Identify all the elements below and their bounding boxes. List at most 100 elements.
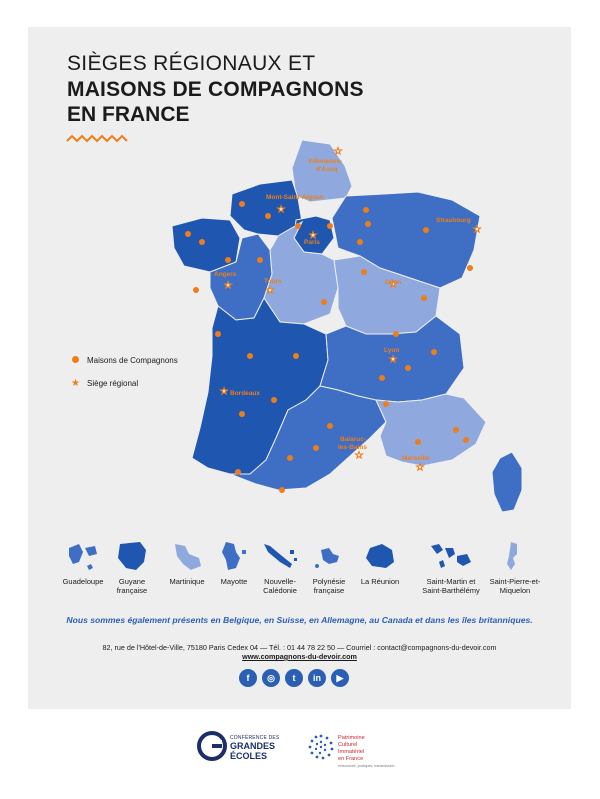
mayotte-shape xyxy=(222,542,246,570)
region-grand-est xyxy=(331,191,481,289)
cge-logo-text: CONFÉRENCE DES GRANDES ÉCOLES xyxy=(230,735,280,761)
maison-marker xyxy=(383,401,389,407)
city-label-balaruc-1: Balaruc- xyxy=(340,436,366,443)
maison-marker xyxy=(423,227,429,233)
siege-marker: ★ xyxy=(473,224,481,234)
saint-pierre-shape xyxy=(507,542,517,570)
siege-marker: ★ xyxy=(277,204,285,214)
city-label-tours: Tours xyxy=(264,278,282,285)
siege-marker: ★ xyxy=(224,280,232,290)
maison-marker xyxy=(321,299,327,305)
maison-marker xyxy=(361,269,367,275)
city-label-balaruc-2: les-Bains xyxy=(338,444,367,451)
maison-marker xyxy=(327,423,333,429)
maison-marker xyxy=(193,287,199,293)
international-presence-notice: Nous sommes également présents en Belgiq… xyxy=(66,615,533,625)
city-label-villeneuve-1: Villeneuve- xyxy=(308,158,342,165)
legend-label-sieges: Siège régional xyxy=(87,379,139,388)
linkedin-icon[interactable]: in xyxy=(308,669,326,687)
city-label-mont-saint-aignan: Mont-Saint-Aignan xyxy=(266,194,324,201)
siege-marker: ★ xyxy=(389,279,397,289)
maison-marker xyxy=(235,469,241,475)
region-normandie xyxy=(229,179,303,237)
contact-address: 82, rue de l'Hôtel-de-Ville, 75180 Paris… xyxy=(102,643,497,652)
maison-marker xyxy=(247,353,253,359)
territory-la-reunion: La Réunion xyxy=(345,540,415,586)
twitter-icon[interactable]: t xyxy=(285,669,303,687)
decorative-wave xyxy=(66,134,128,143)
maison-marker xyxy=(363,207,369,213)
pci-logo-icon xyxy=(308,734,334,760)
region-corse xyxy=(491,451,523,513)
region-occitanie xyxy=(229,385,387,491)
guyane-shape xyxy=(118,542,146,570)
maison-marker xyxy=(279,487,285,493)
website-link[interactable]: www.compagnons-du-devoir.com xyxy=(242,652,357,661)
maison-marker xyxy=(467,265,473,271)
city-label-bordeaux: Bordeaux xyxy=(230,390,260,397)
territory-saint-martin: Saint-Martin et Saint-Barthélémy xyxy=(409,540,493,595)
maison-marker xyxy=(431,349,437,355)
social-links: f ◎ t in ▶ xyxy=(239,669,349,687)
maison-marker xyxy=(405,365,411,371)
territory-martinique: Martinique xyxy=(152,540,222,586)
city-label-paris: Paris xyxy=(304,239,320,246)
title-line-1: SIÈGES RÉGIONAUX ET xyxy=(67,52,316,75)
city-label-strasbourg: Strasbourg xyxy=(436,217,471,224)
city-label-dijon: Dijon xyxy=(385,279,401,286)
facebook-icon[interactable]: f xyxy=(239,669,257,687)
saint-martin-shape xyxy=(431,544,471,568)
martinique-shape xyxy=(175,544,201,570)
siege-marker: ★ xyxy=(355,450,363,460)
nouvelle-caledonie-shape xyxy=(264,544,297,568)
siege-marker: ★ xyxy=(266,285,274,295)
siege-markers: ★ ★ ★ ★ ★ ★ ★ ★ ★ ★ ★ xyxy=(220,146,482,473)
dot-icon xyxy=(70,356,81,365)
legend-row-sieges: ★ Siège régional xyxy=(70,377,178,390)
territory-guyane: Guyane française xyxy=(97,540,167,595)
maison-marker xyxy=(215,331,221,337)
siege-marker: ★ xyxy=(416,462,424,472)
maisons-markers xyxy=(185,201,473,493)
territory-polynesie: Polynésie française xyxy=(294,540,364,595)
legend-row-maisons: Maisons de Compagnons xyxy=(70,354,178,367)
maison-marker xyxy=(453,427,459,433)
title-line-2: MAISONS DE COMPAGNONS xyxy=(67,78,364,101)
maison-marker xyxy=(379,375,385,381)
city-label-angers: Angers xyxy=(214,271,237,278)
maison-marker xyxy=(265,213,271,219)
city-label-marseille: Marseille xyxy=(402,455,430,462)
star-icon: ★ xyxy=(71,378,80,389)
maison-marker xyxy=(271,397,277,403)
maison-marker xyxy=(293,353,299,359)
city-label-villeneuve-2: d'Ascq xyxy=(316,166,337,173)
maison-marker xyxy=(463,437,469,443)
france-map: ★ ★ ★ ★ ★ ★ ★ ★ ★ ★ ★ Villeneuve- d'Ascq… xyxy=(171,139,523,513)
maison-marker xyxy=(199,239,205,245)
region-paca xyxy=(375,393,487,467)
maison-marker xyxy=(239,411,245,417)
siege-marker: ★ xyxy=(389,354,397,364)
maison-marker xyxy=(295,223,301,229)
instagram-icon[interactable]: ◎ xyxy=(262,669,280,687)
maison-marker xyxy=(313,445,319,451)
territory-nouvelle-caledonie: Nouvelle-Calédonie xyxy=(245,540,315,595)
maison-marker xyxy=(287,455,293,461)
maison-marker xyxy=(225,257,231,263)
maison-marker xyxy=(239,201,245,207)
territory-guadeloupe: Guadeloupe xyxy=(48,540,118,586)
maison-marker xyxy=(365,221,371,227)
siege-marker: ★ xyxy=(334,146,342,156)
youtube-icon[interactable]: ▶ xyxy=(331,669,349,687)
maison-marker xyxy=(393,331,399,337)
maison-marker xyxy=(185,231,191,237)
territory-saint-pierre: Saint-Pierre-et-Miquelon xyxy=(480,540,550,595)
siege-marker: ★ xyxy=(309,230,317,240)
maison-marker xyxy=(415,439,421,445)
maison-marker xyxy=(257,257,263,263)
territory-mayotte: Mayotte xyxy=(199,540,269,586)
maison-marker xyxy=(327,223,333,229)
city-label-lyon: Lyon xyxy=(384,347,399,354)
maison-marker xyxy=(357,239,363,245)
maison-marker xyxy=(421,295,427,301)
